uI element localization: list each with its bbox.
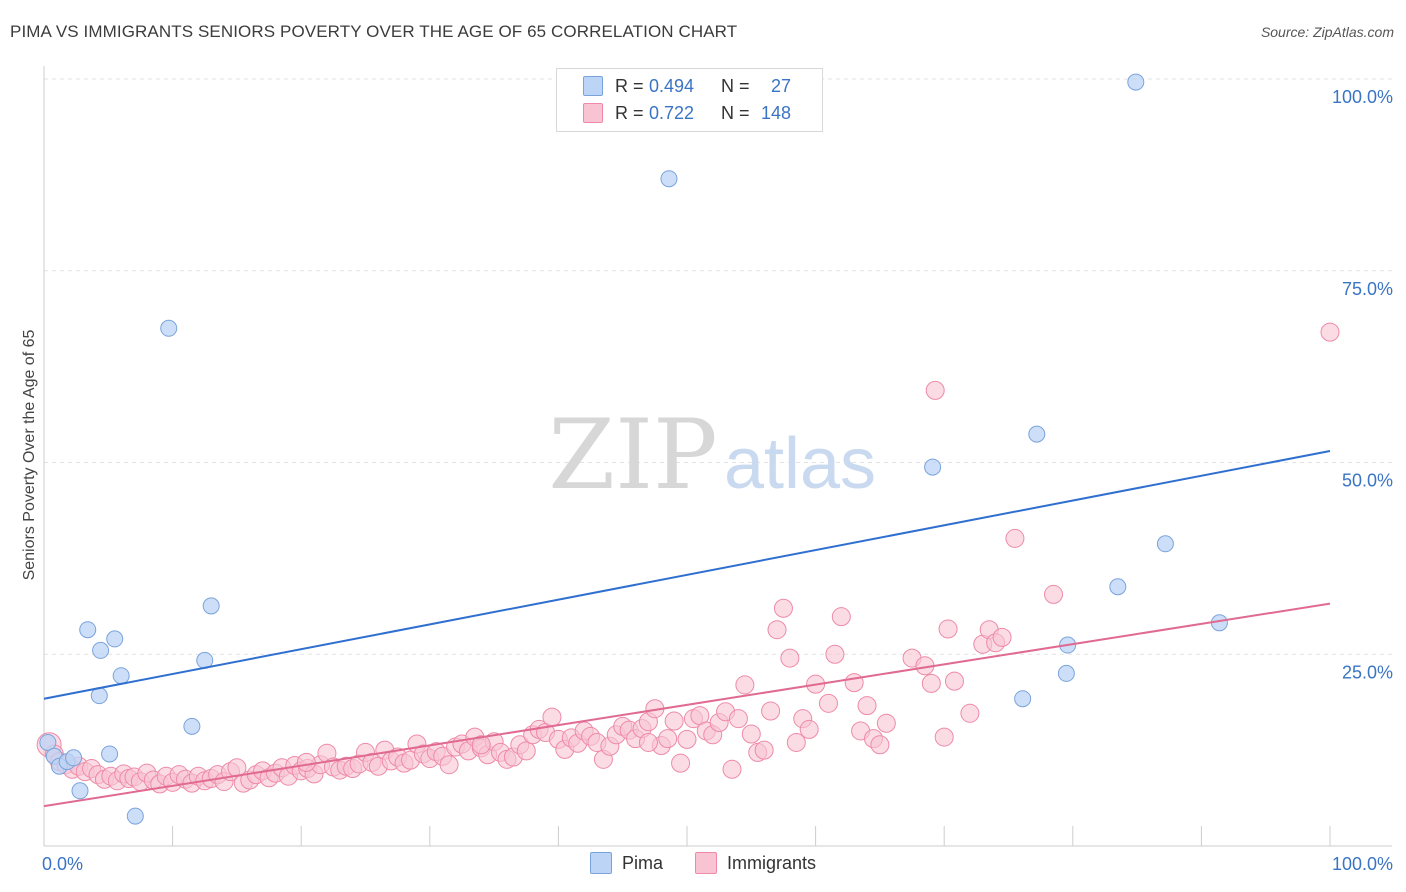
immigrants-swatch <box>583 103 603 123</box>
series-legend: Pima Immigrants <box>0 852 1406 874</box>
pima-point <box>101 745 119 763</box>
immigrants-points <box>36 322 1340 794</box>
immigrants-point <box>925 380 945 400</box>
immigrants-point <box>296 752 316 772</box>
immigrants-point <box>960 703 980 723</box>
immigrants-point <box>735 675 755 695</box>
immigrants-point <box>818 693 838 713</box>
r-value: 0.494 <box>649 75 695 96</box>
immigrants-point <box>658 729 678 749</box>
immigrants-point <box>1044 584 1064 604</box>
pima-point <box>106 630 124 648</box>
immigrants-point <box>471 735 491 755</box>
y-tick-label: 75.0% <box>1342 279 1393 299</box>
watermark: ZIP atlas <box>548 399 876 511</box>
pima-point <box>1057 664 1075 682</box>
stats-legend-pima: R = 0.494 N = 27 <box>583 74 791 98</box>
immigrants-point <box>671 753 691 773</box>
immigrants-point <box>664 711 684 731</box>
immigrants-point <box>780 648 800 668</box>
chart-title: PIMA VS IMMIGRANTS SENIORS POVERTY OVER … <box>10 22 738 41</box>
pima-point <box>202 597 220 615</box>
immigrants-point <box>1005 528 1025 548</box>
n-value: 148 <box>761 102 792 123</box>
gridlines <box>44 78 1392 655</box>
pima-point <box>1028 425 1046 443</box>
pima-point <box>1156 535 1174 553</box>
r-label: R = <box>615 75 644 96</box>
pima-point <box>1014 690 1032 708</box>
legend-item-immigrants[interactable]: Immigrants <box>695 852 816 874</box>
pima-point <box>112 667 130 685</box>
immigrants-point <box>857 696 877 716</box>
immigrants-point <box>767 620 787 640</box>
stats-legend: R = 0.494 N = 27 R = 0.722 N = 148 <box>556 68 823 132</box>
watermark-zip: ZIP <box>548 399 717 511</box>
y-tick-label: 100.0% <box>1332 87 1393 107</box>
y-tick-label: 25.0% <box>1342 662 1393 682</box>
source-label: Source: ZipAtlas.com <box>1260 24 1394 40</box>
immigrants-point <box>741 724 761 744</box>
pima-point <box>65 749 83 767</box>
legend-item-pima[interactable]: Pima <box>589 852 663 874</box>
axes <box>43 66 1392 847</box>
immigrants-point <box>761 701 781 721</box>
pima-point <box>660 170 678 188</box>
immigrants-point <box>831 607 851 627</box>
n-label: N = <box>721 75 750 96</box>
y-tick-label: 50.0% <box>1342 471 1393 491</box>
immigrants-point <box>728 709 748 729</box>
immigrants-point <box>921 673 941 693</box>
legend-label-pima: Pima <box>621 852 663 873</box>
pima-point <box>126 807 144 825</box>
immigrants-point <box>870 735 890 755</box>
immigrants-point <box>754 740 774 760</box>
pima-point <box>79 621 97 639</box>
immigrants-point <box>638 732 658 752</box>
immigrants-point <box>439 755 459 775</box>
pima-point <box>39 733 57 751</box>
trendlines <box>43 450 1331 808</box>
immigrants-point <box>992 627 1012 647</box>
n-label: N = <box>721 102 750 123</box>
tick-labels: 25.0% 50.0% 75.0% 100.0% 0.0% 100.0% <box>42 87 1393 874</box>
x-tick-label: 100.0% <box>1332 854 1393 874</box>
immigrants-point <box>516 741 536 761</box>
immigrants-point <box>934 727 954 747</box>
immigrants-trendline <box>43 602 1331 808</box>
immigrants-point <box>722 759 742 779</box>
pima-swatch <box>583 76 603 96</box>
immigrants-point <box>799 719 819 739</box>
pima-point <box>1127 73 1145 91</box>
pima-point <box>92 641 110 659</box>
immigrants-point <box>825 644 845 664</box>
immigrants-point <box>944 671 964 691</box>
pima-point <box>160 319 178 337</box>
pima-point <box>71 782 89 800</box>
pima-points <box>39 73 1228 825</box>
watermark-atlas: atlas <box>724 424 876 504</box>
immigrants-point <box>677 729 697 749</box>
stats-legend-immigrants: R = 0.722 N = 148 <box>583 101 791 125</box>
immigrants-swatch <box>695 852 717 874</box>
immigrants-point <box>938 619 958 639</box>
immigrants-point <box>786 732 806 752</box>
immigrants-point <box>773 598 793 618</box>
pima-point <box>924 458 942 476</box>
pima-point <box>183 717 201 735</box>
pima-swatch <box>589 852 612 874</box>
n-value: 27 <box>771 75 792 96</box>
immigrants-point <box>542 707 562 727</box>
x-tick-label: 0.0% <box>42 854 83 874</box>
immigrants-point <box>876 713 896 733</box>
legend-label-immigrants: Immigrants <box>727 852 817 873</box>
pima-point <box>1109 578 1127 596</box>
r-value: 0.722 <box>649 102 695 123</box>
immigrants-point <box>844 673 864 693</box>
pima-trendline <box>43 450 1331 700</box>
r-label: R = <box>615 102 644 123</box>
immigrants-point <box>1320 322 1340 342</box>
